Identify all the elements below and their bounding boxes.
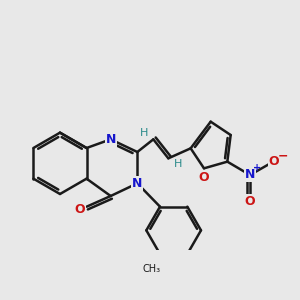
Text: CH₃: CH₃: [142, 264, 160, 274]
Text: O: O: [269, 155, 279, 168]
Text: H: H: [173, 159, 182, 169]
Text: O: O: [245, 195, 255, 208]
Text: +: +: [253, 163, 261, 173]
Text: −: −: [278, 149, 289, 162]
Text: N: N: [106, 133, 116, 146]
Text: N: N: [132, 177, 142, 190]
Text: O: O: [74, 203, 85, 216]
Text: H: H: [140, 128, 148, 138]
Text: O: O: [199, 171, 209, 184]
Text: N: N: [245, 169, 255, 182]
